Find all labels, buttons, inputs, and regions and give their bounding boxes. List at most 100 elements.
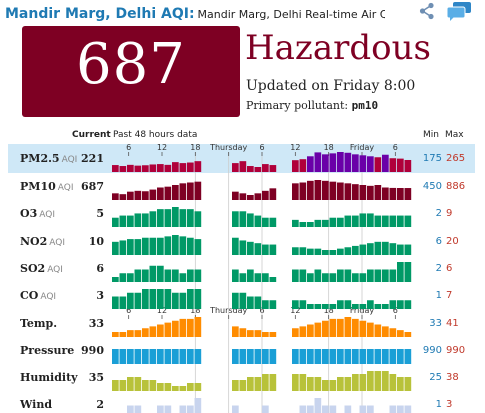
history-bar[interactable] [134,239,142,255]
history-bar[interactable] [194,269,202,283]
history-bar[interactable] [314,349,322,364]
history-bar[interactable] [299,222,307,227]
history-bar[interactable] [337,349,344,364]
history-bar[interactable] [382,241,389,255]
history-bar[interactable] [382,349,389,364]
history-bar[interactable] [157,324,164,338]
history-bar[interactable] [187,162,194,172]
history-bar[interactable] [262,405,269,413]
history-bar[interactable] [329,380,337,391]
history-bar[interactable] [337,217,344,227]
history-bar[interactable] [187,405,194,413]
history-bar[interactable] [247,166,254,172]
history-bar[interactable] [194,398,202,413]
history-bar[interactable] [142,349,149,364]
history-bar[interactable] [112,241,119,255]
history-bar[interactable] [164,164,172,172]
row-label-no2[interactable]: NO2 AQI [20,235,65,248]
history-bar[interactable] [232,163,239,172]
history-bar[interactable] [172,162,179,172]
history-bar[interactable] [307,248,314,255]
row-label-humidity[interactable]: Humidity [20,371,78,384]
history-bar[interactable] [254,296,262,310]
history-bar[interactable] [359,213,367,227]
history-bar[interactable] [329,153,337,172]
history-bar[interactable] [164,209,172,227]
history-bar[interactable] [172,269,179,283]
history-bar[interactable] [149,380,157,391]
history-bar[interactable] [382,269,389,283]
history-bar[interactable] [307,304,314,309]
history-bar[interactable] [134,377,142,391]
history-bar[interactable] [194,211,202,227]
history-bar[interactable] [322,380,329,391]
history-bar[interactable] [262,300,269,309]
history-bar[interactable] [389,349,397,364]
history-bar[interactable] [164,349,172,364]
history-bar[interactable] [389,215,397,227]
history-bar[interactable] [352,273,359,282]
history-bar[interactable] [269,244,277,255]
history-bar[interactable] [329,304,337,309]
history-bar[interactable] [299,326,307,338]
history-bar[interactable] [269,374,277,391]
history-bar[interactable] [314,269,322,283]
row-label-pressure[interactable]: Pressure [20,344,74,357]
history-bar[interactable] [404,332,412,337]
history-bar[interactable] [374,304,382,309]
history-bar[interactable] [112,277,119,282]
history-bar[interactable] [389,405,397,413]
history-bar[interactable] [322,304,329,309]
history-bar[interactable] [187,383,194,391]
history-bar[interactable] [134,330,142,338]
history-bar[interactable] [322,250,329,255]
history-bar[interactable] [404,377,412,391]
history-bar[interactable] [367,405,374,413]
history-bar[interactable] [149,326,157,338]
history-bar[interactable] [299,182,307,201]
history-bar[interactable] [157,237,164,255]
history-bar[interactable] [127,239,134,255]
row-label-o3[interactable]: O3 AQI [20,207,55,220]
history-bar[interactable] [232,405,239,413]
history-bar[interactable] [359,304,367,309]
history-bar[interactable] [337,300,344,309]
history-bar[interactable] [134,190,142,200]
history-bar[interactable] [187,237,194,255]
history-bar[interactable] [314,398,322,413]
history-bar[interactable] [404,159,412,172]
history-bar[interactable] [127,215,134,227]
history-bar[interactable] [382,154,389,172]
history-bar[interactable] [112,193,119,200]
history-bar[interactable] [382,187,389,201]
history-bar[interactable] [157,265,164,282]
history-bar[interactable] [247,377,254,391]
history-bar[interactable] [142,165,149,172]
history-bar[interactable] [127,377,134,391]
history-bar[interactable] [119,194,127,200]
history-bar[interactable] [157,187,164,201]
history-bar[interactable] [269,165,277,172]
history-bar[interactable] [367,213,374,227]
history-bar[interactable] [329,273,337,282]
history-bar[interactable] [404,349,412,364]
row-label-co[interactable]: CO AQI [20,289,56,302]
history-bar[interactable] [194,383,202,391]
history-bar[interactable] [307,377,314,391]
history-bar[interactable] [367,185,374,200]
history-bar[interactable] [292,300,299,309]
history-bar[interactable] [157,209,164,227]
history-bar[interactable] [247,296,254,310]
history-bar[interactable] [247,330,254,338]
history-bar[interactable] [292,247,299,255]
history-bar[interactable] [142,269,149,283]
history-bar[interactable] [269,300,277,309]
history-bar[interactable] [127,292,134,309]
history-bar[interactable] [194,317,202,337]
history-bar[interactable] [344,405,352,413]
history-bar[interactable] [262,349,269,364]
history-bar[interactable] [179,236,187,255]
history-bar[interactable] [172,320,179,337]
history-bar[interactable] [397,188,404,200]
history-bar[interactable] [179,318,187,338]
